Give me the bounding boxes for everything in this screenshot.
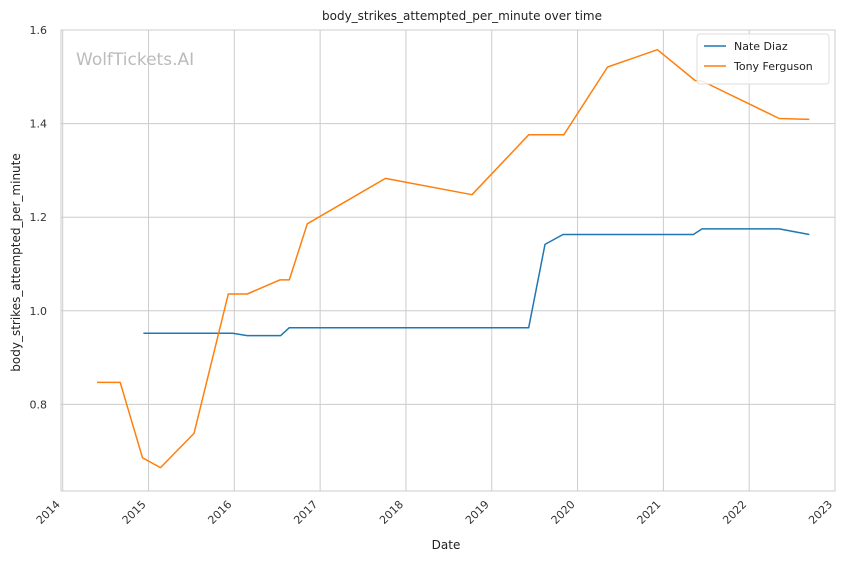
y-tick-label: 1.6 (30, 24, 48, 37)
legend-label-tony-ferguson: Tony Ferguson (733, 60, 813, 73)
y-axis-label: body_strikes_attempted_per_minute (9, 153, 23, 371)
legend-box (696, 33, 830, 85)
series-line-tony-ferguson (97, 48, 810, 469)
series-line-nate-diaz (143, 228, 810, 337)
y-tick-label: 1.2 (30, 211, 48, 224)
legend-label-nate-diaz: Nate Diaz (734, 40, 788, 53)
series-layer (97, 48, 810, 469)
plot-area-frame (60, 29, 836, 492)
y-tick-label: 0.8 (30, 398, 48, 411)
y-tick-label: 1.0 (30, 305, 48, 318)
y-axis-ticks: 0.8 1.0 1.2 1.4 1.6 (30, 24, 48, 411)
legend: Nate Diaz Tony Ferguson (696, 33, 830, 85)
chart-title: body_strikes_attempted_per_minute over t… (322, 9, 602, 23)
watermark: WolfTickets.AI (76, 50, 194, 70)
x-axis-label: Date (432, 538, 461, 552)
y-tick-label: 1.4 (30, 118, 48, 131)
